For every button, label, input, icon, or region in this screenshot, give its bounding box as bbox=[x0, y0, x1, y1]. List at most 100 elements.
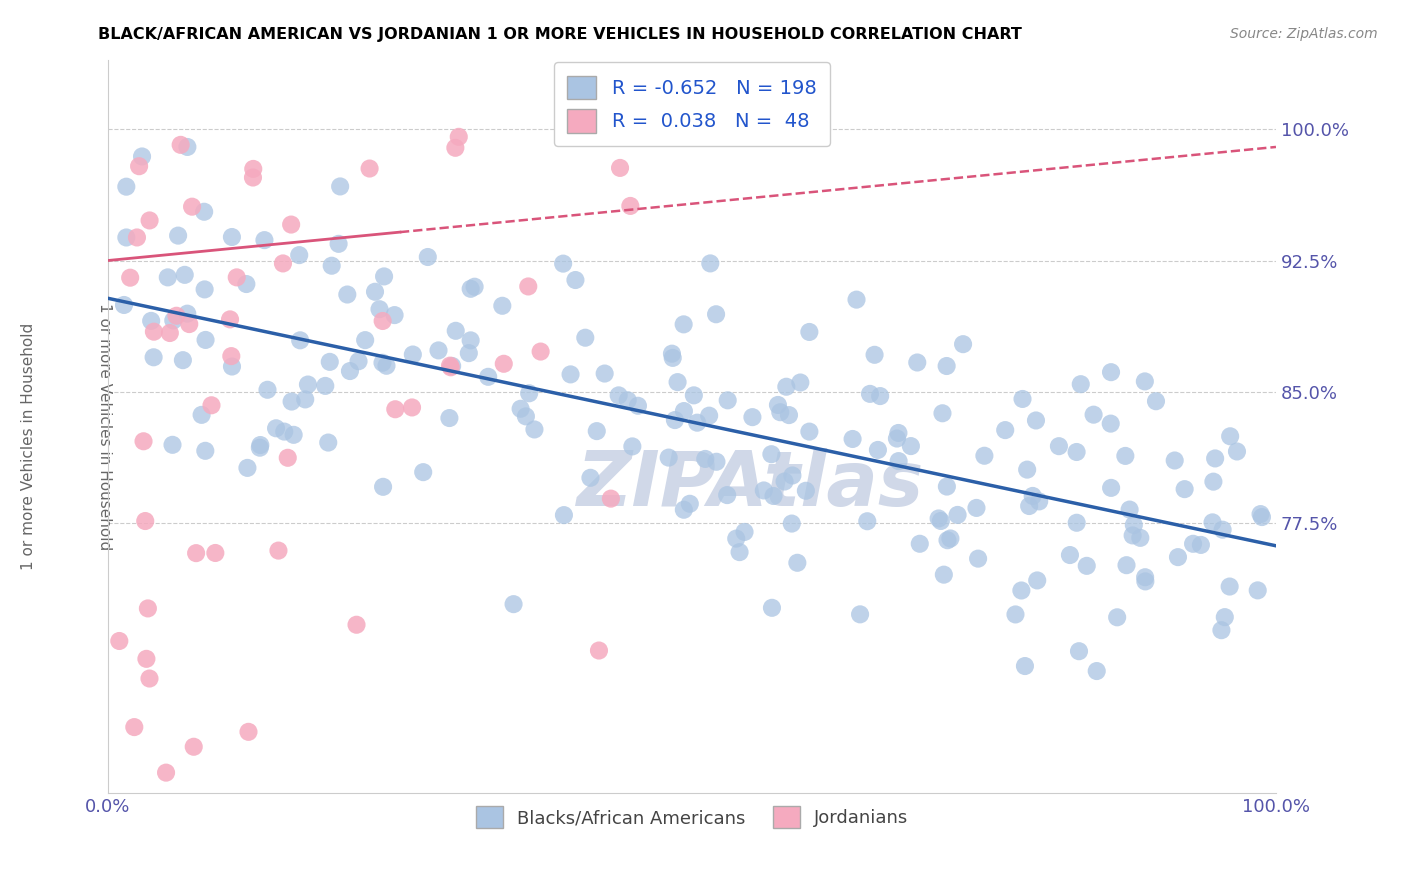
Point bbox=[1011, 392, 1033, 406]
Point bbox=[280, 394, 302, 409]
Point bbox=[1004, 607, 1026, 622]
Point bbox=[994, 423, 1017, 437]
Point bbox=[845, 293, 868, 307]
Point bbox=[579, 471, 602, 485]
Point bbox=[704, 307, 727, 321]
Point bbox=[249, 438, 271, 452]
Point bbox=[359, 161, 381, 176]
Point bbox=[553, 257, 575, 271]
Point bbox=[946, 508, 969, 522]
Point bbox=[866, 442, 889, 457]
Point bbox=[294, 392, 316, 407]
Point bbox=[1118, 502, 1140, 516]
Point bbox=[935, 479, 957, 493]
Point bbox=[1059, 548, 1081, 562]
Legend: Blacks/African Americans, Jordanians: Blacks/African Americans, Jordanians bbox=[468, 799, 915, 836]
Point bbox=[1202, 475, 1225, 489]
Point bbox=[661, 351, 683, 365]
Point bbox=[339, 364, 361, 378]
Point bbox=[517, 279, 540, 293]
Point bbox=[1219, 429, 1241, 443]
Point bbox=[672, 502, 695, 516]
Point bbox=[952, 337, 974, 351]
Point bbox=[780, 516, 803, 531]
Point bbox=[766, 398, 789, 412]
Point bbox=[967, 551, 990, 566]
Point bbox=[181, 200, 204, 214]
Point bbox=[1066, 516, 1088, 530]
Point bbox=[120, 270, 142, 285]
Point bbox=[1189, 538, 1212, 552]
Point bbox=[256, 383, 278, 397]
Point bbox=[1026, 574, 1049, 588]
Point bbox=[427, 343, 450, 358]
Point bbox=[412, 465, 434, 479]
Point bbox=[457, 346, 479, 360]
Point bbox=[725, 532, 748, 546]
Point bbox=[460, 334, 482, 348]
Point bbox=[492, 357, 515, 371]
Text: BLACK/AFRICAN AMERICAN VS JORDANIAN 1 OR MORE VEHICLES IN HOUSEHOLD CORRELATION : BLACK/AFRICAN AMERICAN VS JORDANIAN 1 OR… bbox=[98, 27, 1022, 42]
Point bbox=[1028, 494, 1050, 508]
Point bbox=[560, 368, 582, 382]
Point bbox=[908, 537, 931, 551]
Point bbox=[297, 377, 319, 392]
Point bbox=[695, 451, 717, 466]
Point bbox=[141, 314, 163, 328]
Point bbox=[682, 388, 704, 402]
Point bbox=[717, 393, 740, 408]
Point bbox=[752, 483, 775, 498]
Point bbox=[115, 179, 138, 194]
Point bbox=[775, 380, 797, 394]
Point bbox=[661, 346, 683, 360]
Point bbox=[155, 765, 177, 780]
Point bbox=[672, 404, 695, 418]
Point bbox=[242, 170, 264, 185]
Point bbox=[371, 314, 394, 328]
Point bbox=[786, 556, 808, 570]
Point bbox=[1099, 365, 1122, 379]
Point bbox=[706, 455, 728, 469]
Point bbox=[761, 447, 783, 461]
Point bbox=[165, 309, 187, 323]
Point bbox=[1213, 610, 1236, 624]
Point bbox=[162, 313, 184, 327]
Point bbox=[609, 161, 631, 175]
Point bbox=[444, 324, 467, 338]
Point bbox=[112, 298, 135, 312]
Point bbox=[1014, 659, 1036, 673]
Point bbox=[621, 439, 644, 453]
Point bbox=[316, 435, 339, 450]
Point bbox=[1129, 531, 1152, 545]
Point bbox=[716, 488, 738, 502]
Point bbox=[1133, 375, 1156, 389]
Point bbox=[440, 360, 463, 375]
Point bbox=[135, 652, 157, 666]
Point bbox=[354, 333, 377, 347]
Point bbox=[1251, 510, 1274, 524]
Point bbox=[176, 307, 198, 321]
Point bbox=[235, 277, 257, 291]
Point bbox=[253, 233, 276, 247]
Point bbox=[225, 270, 247, 285]
Point bbox=[509, 401, 531, 416]
Point bbox=[1067, 644, 1090, 658]
Point bbox=[280, 218, 302, 232]
Point bbox=[1010, 583, 1032, 598]
Point bbox=[1204, 451, 1226, 466]
Point bbox=[794, 483, 817, 498]
Point bbox=[773, 475, 796, 489]
Point bbox=[439, 359, 461, 373]
Point bbox=[931, 406, 953, 420]
Point bbox=[136, 601, 159, 615]
Point bbox=[346, 617, 368, 632]
Point bbox=[336, 287, 359, 301]
Point bbox=[132, 434, 155, 449]
Point bbox=[460, 282, 482, 296]
Point bbox=[1211, 623, 1233, 637]
Point bbox=[936, 533, 959, 548]
Point bbox=[371, 480, 394, 494]
Point bbox=[1122, 518, 1144, 533]
Point bbox=[1070, 377, 1092, 392]
Point bbox=[1174, 482, 1197, 496]
